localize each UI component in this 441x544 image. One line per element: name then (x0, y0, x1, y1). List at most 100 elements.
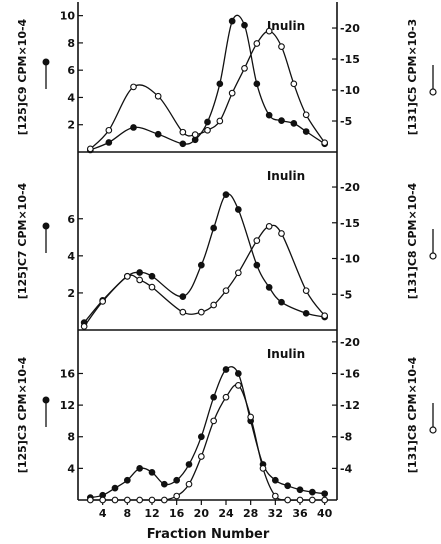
panel-top: 2 4 6 8 10 -5 -10 -15 -20 Inulin [125]C9 CPM×10-4 [… (16, 2, 437, 154)
data-point-filled (136, 465, 144, 472)
x-tick-label: 4 (99, 507, 107, 520)
panel-annotation: Inulin (267, 19, 305, 33)
data-point-open (148, 283, 156, 291)
data-point-open (111, 496, 119, 504)
data-point-open (160, 496, 168, 504)
data-point-filled (111, 484, 119, 492)
data-point-filled (154, 130, 162, 138)
left-tick-label: 16 (60, 367, 76, 380)
right-tick-label: -10 (340, 84, 360, 97)
x-tick-label: 12 (144, 507, 159, 520)
left-tick-label: 2 (67, 287, 75, 300)
series-line-open (89, 30, 326, 150)
data-point-filled (179, 293, 187, 300)
x-tick-label: 20 (194, 507, 210, 520)
left-tick-label: 4 (67, 91, 75, 104)
data-point-open (105, 126, 113, 134)
data-point-open (130, 83, 137, 91)
left-tick-label: 10 (60, 10, 76, 23)
data-point-open (253, 40, 261, 47)
data-point-filled (253, 261, 261, 269)
data-point-open (296, 496, 304, 504)
x-tick-label: 40 (317, 507, 333, 520)
data-point-open (173, 492, 181, 500)
left-series-key-marker (42, 222, 50, 230)
data-point-open (302, 287, 310, 295)
data-point-filled (253, 80, 261, 88)
right-tick-label: -5 (340, 288, 352, 301)
right-tick-label: -20 (340, 181, 360, 194)
x-axis-title: Fraction Number (147, 527, 270, 542)
right-series-key-marker (429, 252, 437, 260)
data-point-filled (302, 128, 310, 135)
data-point-open (136, 276, 144, 284)
data-point-open (179, 308, 187, 316)
data-point-filled (216, 80, 224, 88)
data-point-open (302, 111, 310, 119)
data-point-open (86, 496, 94, 504)
right-tick-label: -20 (340, 22, 360, 35)
data-point-open (210, 417, 218, 425)
data-point-open (154, 92, 162, 100)
data-point-filled (228, 17, 236, 25)
data-point-filled (185, 461, 193, 468)
right-tick-label: -5 (340, 115, 352, 128)
data-point-filled (173, 476, 181, 484)
data-point-open (228, 89, 236, 97)
data-point-open (321, 312, 329, 320)
data-point-filled (290, 120, 298, 127)
data-point-open (265, 27, 273, 35)
data-point-open (278, 43, 285, 50)
data-point-filled (222, 366, 230, 373)
left-axis-label: [125]C3 CPM×10-4 (16, 356, 29, 473)
data-point-open (86, 145, 94, 153)
data-point-open (222, 287, 230, 295)
right-tick-label: -12 (340, 399, 360, 412)
data-point-open (99, 496, 107, 504)
data-point-filled (265, 284, 273, 291)
left-tick-label: 8 (67, 37, 75, 50)
panel-middle: 2 4 6 -5 -10 -15 -20 Inulin [125]C7 CPM×10-4 [131… (16, 152, 437, 331)
left-series-key-marker (42, 58, 50, 66)
left-tick-label: 4 (67, 250, 75, 263)
data-point-open (80, 323, 88, 330)
data-point-open (253, 237, 261, 244)
left-tick-label: 8 (67, 431, 75, 444)
right-axis-label: [131]C5 CPM×10-3 (406, 19, 419, 135)
data-point-open (222, 393, 230, 401)
data-point-filled (278, 117, 285, 124)
right-axis-label: [131]C8 CPM×10-4 (406, 356, 419, 473)
x-tick-label: 36 (292, 507, 308, 520)
data-point-open (290, 80, 298, 88)
data-point-open (308, 496, 316, 504)
data-point-open (321, 496, 329, 504)
data-point-filled (148, 468, 156, 476)
panel-annotation: Inulin (267, 169, 305, 183)
data-point-filled (234, 370, 242, 377)
right-tick-label: -20 (340, 336, 360, 349)
data-point-open (241, 64, 248, 72)
data-point-filled (296, 486, 304, 494)
data-point-filled (197, 261, 205, 269)
data-point-filled (148, 272, 156, 280)
data-point-open (284, 496, 292, 504)
data-point-filled (241, 21, 248, 29)
data-point-filled (321, 490, 329, 498)
data-point-filled (204, 118, 211, 126)
data-point-filled (222, 191, 230, 198)
data-point-filled (308, 488, 316, 496)
data-point-open (259, 465, 267, 472)
data-point-open (278, 230, 285, 237)
left-series-key-marker (42, 396, 50, 404)
data-point-filled (302, 309, 310, 317)
right-axis-label: [131]C8 CPM×10-4 (406, 182, 419, 299)
right-tick-label: -4 (340, 462, 353, 475)
data-point-filled (278, 298, 285, 306)
data-point-open (179, 128, 187, 136)
data-point-filled (179, 140, 187, 148)
data-point-open (234, 269, 242, 277)
panel-annotation: Inulin (267, 347, 305, 361)
data-point-open (185, 480, 193, 488)
data-point-filled (271, 476, 279, 484)
right-tick-label: -16 (340, 367, 360, 380)
